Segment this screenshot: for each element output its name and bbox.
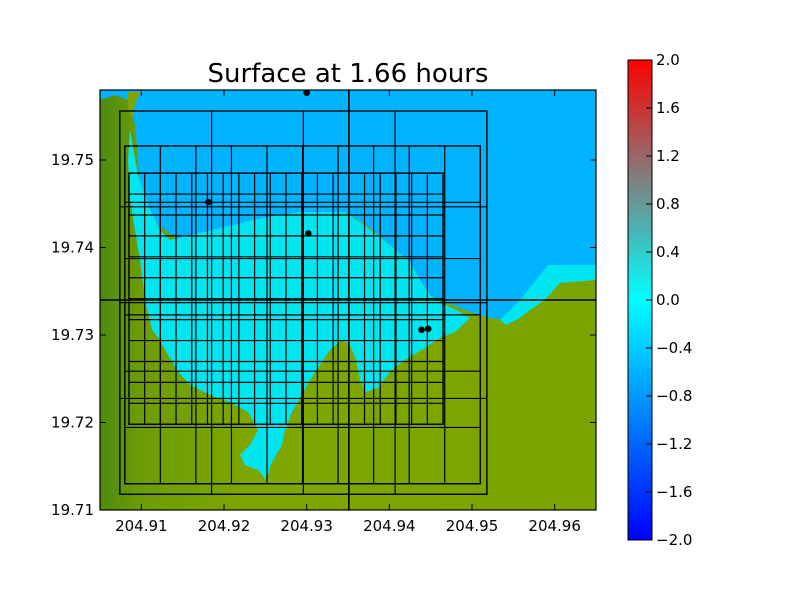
gauge-point <box>305 230 312 237</box>
plot-area <box>100 90 596 510</box>
x-tick-label: 204.95 <box>446 517 499 535</box>
gauge-point <box>424 325 432 333</box>
x-tick-label: 204.92 <box>198 517 251 535</box>
y-tick-label: 19.71 <box>51 501 94 519</box>
chart-title: Surface at 1.66 hours <box>208 59 489 89</box>
colorbar-tick-label: −0.4 <box>656 339 692 357</box>
colorbar-axis: 2.0 1.6 1.2 0.8 0.4 0.0 −0.4 −0.8 −1.2 −1.6 −2.0 <box>646 51 692 549</box>
colorbar-tick-label: −2.0 <box>656 531 692 549</box>
colorbar-tick-label: 1.6 <box>656 99 680 117</box>
colorbar-tick-label: −0.8 <box>656 387 692 405</box>
colorbar-tick-label: 2.0 <box>656 51 680 69</box>
colorbar-tick-label: −1.2 <box>656 435 692 453</box>
amr-grid-lines <box>100 90 596 510</box>
plot-frame <box>99 89 597 511</box>
x-tick-label: 204.94 <box>363 517 416 535</box>
y-tick-label: 19.74 <box>51 239 94 257</box>
colorbar-tick-label: 0.0 <box>656 291 680 309</box>
deep-water <box>100 90 596 320</box>
x-tick-label: 204.93 <box>280 517 333 535</box>
y-tick-label: 19.73 <box>51 326 94 344</box>
east-shelf-water <box>500 265 596 325</box>
colorbar-tick-label: 0.4 <box>656 243 680 261</box>
x-tick-label: 204.96 <box>528 517 581 535</box>
y-axis: 19.71 19.72 19.73 19.74 19.75 <box>51 151 596 519</box>
colorbar-tick-label: 0.8 <box>656 195 680 213</box>
y-tick-label: 19.75 <box>51 151 94 169</box>
harbor-water <box>128 130 470 480</box>
y-tick-label: 19.72 <box>51 414 94 432</box>
colorbar-tick-label: −1.6 <box>656 483 692 501</box>
x-axis: 204.91 204.92 204.93 204.94 204.95 204.96 <box>115 90 581 535</box>
gauge-point <box>204 198 212 206</box>
gauge-point <box>418 326 425 334</box>
colorbar-tick-label: 1.2 <box>656 147 680 165</box>
gauge-markers <box>204 90 432 334</box>
x-tick-label: 204.91 <box>115 517 168 535</box>
